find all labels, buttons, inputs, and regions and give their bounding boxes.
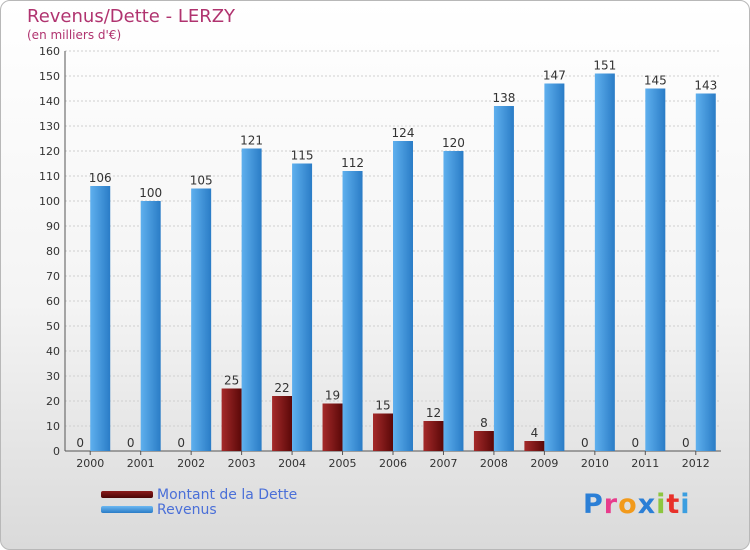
- data-label-revenue: 145: [644, 74, 667, 88]
- x-tick-label: 2006: [379, 457, 407, 470]
- bar-debt: [322, 403, 343, 451]
- bar-revenue: [594, 73, 615, 451]
- data-label-revenue: 151: [593, 59, 616, 73]
- logo-letter: P: [583, 489, 604, 520]
- y-tick-label: 150: [39, 70, 60, 83]
- bars: [90, 73, 716, 451]
- data-label-debt: 15: [375, 399, 390, 413]
- chart-title: Revenus/Dette - LERZY: [27, 6, 236, 27]
- data-label-debt: 0: [76, 436, 84, 450]
- labels: 0102030405060708090100110120130140150160…: [39, 45, 717, 470]
- y-tick-label: 30: [46, 370, 60, 383]
- y-tick-label: 10: [46, 420, 60, 433]
- logo-letter: r: [603, 489, 619, 520]
- bar-debt: [373, 413, 393, 451]
- x-tick-label: 2012: [682, 457, 710, 470]
- legend-label-revenue: Revenus: [157, 501, 217, 518]
- data-label-debt: 12: [426, 406, 441, 420]
- data-label-debt: 0: [631, 436, 639, 450]
- y-tick-label: 50: [46, 320, 60, 333]
- y-tick-label: 70: [46, 270, 60, 283]
- y-tick-label: 160: [39, 45, 60, 58]
- y-tick-label: 60: [46, 295, 60, 308]
- legend: Montant de la Dette Revenus: [101, 486, 298, 518]
- data-label-revenue: 121: [240, 134, 263, 148]
- data-label-revenue: 124: [392, 126, 415, 140]
- logo-letter: x: [637, 489, 657, 520]
- data-label-debt: 19: [325, 389, 340, 403]
- x-tick-label: 2011: [631, 457, 659, 470]
- bar-revenue: [90, 186, 111, 451]
- data-label-debt: 0: [177, 436, 185, 450]
- bar-revenue: [393, 141, 413, 451]
- bar-revenue: [292, 163, 313, 451]
- bar-revenue: [342, 171, 363, 451]
- data-label-debt: 4: [531, 426, 539, 440]
- x-tick-label: 2005: [329, 457, 357, 470]
- bar-debt: [524, 441, 545, 451]
- bar-revenue: [645, 88, 666, 451]
- data-label-revenue: 120: [442, 136, 465, 150]
- y-tick-label: 120: [39, 145, 60, 158]
- bar-debt: [272, 396, 293, 451]
- data-label-revenue: 115: [291, 149, 314, 163]
- logo-letter: i: [680, 489, 691, 520]
- data-label-debt: 22: [274, 381, 289, 395]
- data-label-revenue: 105: [190, 174, 213, 188]
- x-tick-label: 2002: [177, 457, 205, 470]
- y-tick-label: 110: [39, 170, 60, 183]
- data-label-revenue: 112: [341, 156, 364, 170]
- data-label-revenue: 147: [543, 69, 566, 83]
- data-label-debt: 8: [480, 416, 488, 430]
- data-label-debt: 25: [224, 374, 239, 388]
- x-tick-label: 2000: [76, 457, 104, 470]
- bar-revenue: [493, 106, 514, 451]
- x-tick-label: 2003: [228, 457, 256, 470]
- x-tick-label: 2008: [480, 457, 508, 470]
- data-label-debt: 0: [682, 436, 690, 450]
- proxiti-logo: Proxiti: [583, 489, 691, 520]
- legend-label-debt: Montant de la Dette: [157, 486, 298, 503]
- chart-subtitle: (en milliers d'€): [27, 28, 122, 42]
- data-label-revenue: 100: [139, 186, 162, 200]
- bar-debt: [423, 421, 444, 451]
- data-label-revenue: 138: [492, 91, 515, 105]
- data-label-debt: 0: [581, 436, 589, 450]
- y-tick-label: 100: [39, 195, 60, 208]
- bar-revenue: [443, 151, 464, 451]
- y-tick-label: 80: [46, 245, 60, 258]
- bar-revenue: [695, 93, 716, 451]
- y-tick-label: 130: [39, 120, 60, 133]
- y-tick-label: 140: [39, 95, 60, 108]
- bar-revenue: [191, 188, 212, 451]
- data-label-debt: 0: [127, 436, 135, 450]
- bar-debt: [473, 431, 494, 451]
- legend-item-debt: Montant de la Dette: [101, 486, 298, 503]
- bar-revenue: [140, 201, 161, 451]
- x-tick-label: 2007: [429, 457, 457, 470]
- data-label-revenue: 143: [694, 79, 717, 93]
- bar-revenue: [241, 148, 262, 451]
- y-tick-label: 40: [46, 345, 60, 358]
- bar-revenue: [544, 83, 565, 451]
- legend-swatch-revenue: [101, 506, 153, 513]
- y-tick-label: 0: [53, 445, 60, 458]
- x-tick-label: 2009: [530, 457, 558, 470]
- x-tick-label: 2001: [127, 457, 155, 470]
- legend-swatch-debt: [101, 491, 153, 498]
- logo-letter: o: [618, 489, 638, 520]
- y-tick-label: 90: [46, 220, 60, 233]
- logo-letter: t: [666, 489, 681, 520]
- y-tick-label: 20: [46, 395, 60, 408]
- logo-letter: i: [656, 489, 667, 520]
- bar-debt: [221, 388, 242, 451]
- legend-item-revenue: Revenus: [101, 501, 297, 518]
- x-tick-label: 2004: [278, 457, 306, 470]
- x-tick-label: 2010: [581, 457, 609, 470]
- data-label-revenue: 106: [89, 171, 112, 185]
